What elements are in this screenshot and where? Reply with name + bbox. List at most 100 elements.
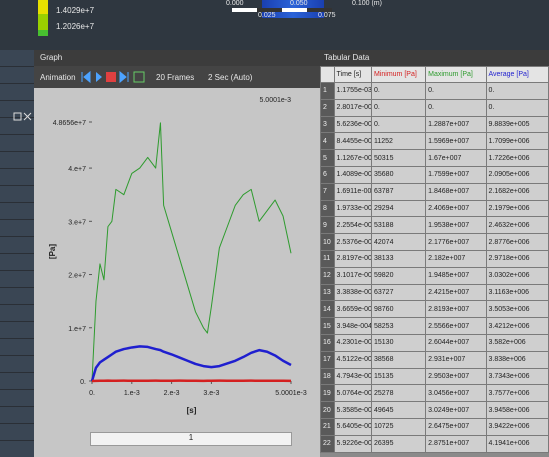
scale-label: 0.000: [226, 0, 244, 7]
row-index: 16: [320, 333, 335, 352]
table-cell: 0.: [370, 115, 427, 134]
column-header[interactable]: Time [s]: [333, 66, 373, 83]
legend-value: 1.2026e+7: [56, 22, 95, 31]
color-legend: [38, 30, 48, 36]
row-index: 11: [320, 249, 335, 268]
table-cell: 2.1682e+006: [485, 182, 549, 201]
table-cell: 2.1979e+006: [485, 199, 549, 218]
index-header: [320, 66, 335, 83]
table-cell: 3.3838e-004: [333, 283, 373, 302]
table-cell: 2.8193e+007: [425, 300, 487, 319]
table-cell: 3.1017e-004: [333, 266, 373, 285]
column-header[interactable]: Maximum [Pa]: [425, 66, 487, 83]
row-index: 20: [320, 401, 335, 419]
row-index: 12: [320, 266, 335, 285]
table-cell: 5.6236e-005: [333, 115, 373, 134]
table-cell: 8.4455e-005: [333, 132, 373, 151]
table-cell: 2.5566e+007: [425, 317, 487, 335]
rewind-button[interactable]: [81, 70, 91, 84]
table-cell: 3.4212e+006: [485, 317, 549, 335]
panel-title: Graph: [40, 53, 63, 62]
table-cell: 1.2887e+007: [425, 115, 487, 134]
column-header[interactable]: Minimum [Pa]: [370, 66, 427, 83]
slider[interactable]: [90, 432, 292, 446]
y-tick-label: 4.8656e+7: [53, 120, 86, 127]
y-tick-label: 0.: [80, 379, 86, 386]
table-cell: 2.1776e+007: [425, 233, 487, 251]
panel-title: Tabular Data: [324, 53, 370, 62]
x-axis-label: [s]: [187, 406, 197, 415]
table-cell: 3.7343e+006: [485, 367, 549, 386]
stop-button[interactable]: [106, 72, 116, 82]
row-index: 5: [320, 149, 335, 167]
table-cell: 1.6911e-004: [333, 182, 373, 201]
table-cell: 3.0249e+007: [425, 401, 487, 419]
table-body: 11.1755e-0380.0.0.22.8017e-0050.0.0.35.6…: [320, 82, 549, 453]
table-cell: 2.6475e+007: [425, 417, 487, 436]
play-button[interactable]: [96, 72, 102, 82]
slider-value: 1: [188, 433, 194, 442]
scale-label: 0.050: [290, 0, 308, 7]
table-cell: 5.0764e-004: [333, 384, 373, 403]
table-cell: 1.67e+007: [425, 149, 487, 167]
table-row: 15 3.948e-004 58253 2.5566e+007 3.4212e+006: [320, 317, 549, 335]
table-cell: 1.7599e+007: [425, 165, 487, 184]
frames-dropdown[interactable]: 20 Frames: [156, 73, 195, 82]
row-index: 9: [320, 216, 335, 235]
row-index: 8: [320, 199, 335, 218]
table-cell: 1.9538e+007: [425, 216, 487, 235]
row-index: 22: [320, 434, 335, 453]
toolbar-label: Animation: [40, 73, 76, 82]
x-tick-label: 5.0001e-3: [275, 390, 307, 397]
column-header[interactable]: Average [Pa]: [485, 66, 549, 83]
y-tick-label: 2.e+7: [68, 273, 86, 280]
table-cell: 42074: [370, 233, 427, 251]
color-legend: [38, 0, 48, 14]
table-cell: 3.1163e+006: [485, 283, 549, 302]
table-cell: 1.9485e+007: [425, 266, 487, 285]
duration-dropdown[interactable]: 2 Sec (Auto): [208, 73, 253, 82]
table-cell: 1.7099e+006: [485, 132, 549, 151]
table-cell: 2.0905e+006: [485, 165, 549, 184]
table-cell: 3.0456e+007: [425, 384, 487, 403]
chart: 0. 1.e+7 2.e+7 3.e+7 4.e+7 4.8656e+7 0. 1.e-3 2.…: [48, 97, 307, 415]
table-cell: 1.7226e+006: [485, 149, 549, 167]
row-index: 15: [320, 317, 335, 335]
table-cell: 3.5053e+006: [485, 300, 549, 319]
table-row: 22.8017e-0050.0.0.: [320, 98, 549, 117]
table-cell: 2.4632e+006: [485, 216, 549, 235]
close-icon[interactable]: [23, 112, 32, 121]
table-cell: 63787: [370, 182, 427, 201]
table-cell: 2.2554e-004: [333, 216, 373, 235]
table-cell: 1.9733e-004: [333, 199, 373, 218]
table-cell: 3.0302e+006: [485, 266, 549, 285]
table-cell: 1.1267e-004: [333, 149, 373, 167]
table-cell: 1.8468e+007: [425, 182, 487, 201]
table-cell: 15130: [370, 333, 427, 352]
table-cell: 2.9503e+007: [425, 367, 487, 386]
table-cell: 1.5969e+007: [425, 132, 487, 151]
toolbar: [34, 66, 320, 88]
sidebar-controls[interactable]: [0, 108, 34, 128]
tabular-data: Time [s] Minimum [Pa] Maximum [Pa] Average …: [320, 66, 549, 453]
forward-button[interactable]: [119, 70, 129, 84]
row-index: 1: [320, 82, 335, 100]
table-cell: 5.9226e-004: [333, 434, 373, 453]
frame-button[interactable]: [133, 71, 145, 83]
table-cell: 2.5376e-004: [333, 233, 373, 251]
maximize-icon[interactable]: [13, 112, 22, 121]
row-index: 7: [320, 182, 335, 201]
table-cell: 0.: [485, 82, 549, 100]
playback-buttons[interactable]: [80, 69, 150, 85]
